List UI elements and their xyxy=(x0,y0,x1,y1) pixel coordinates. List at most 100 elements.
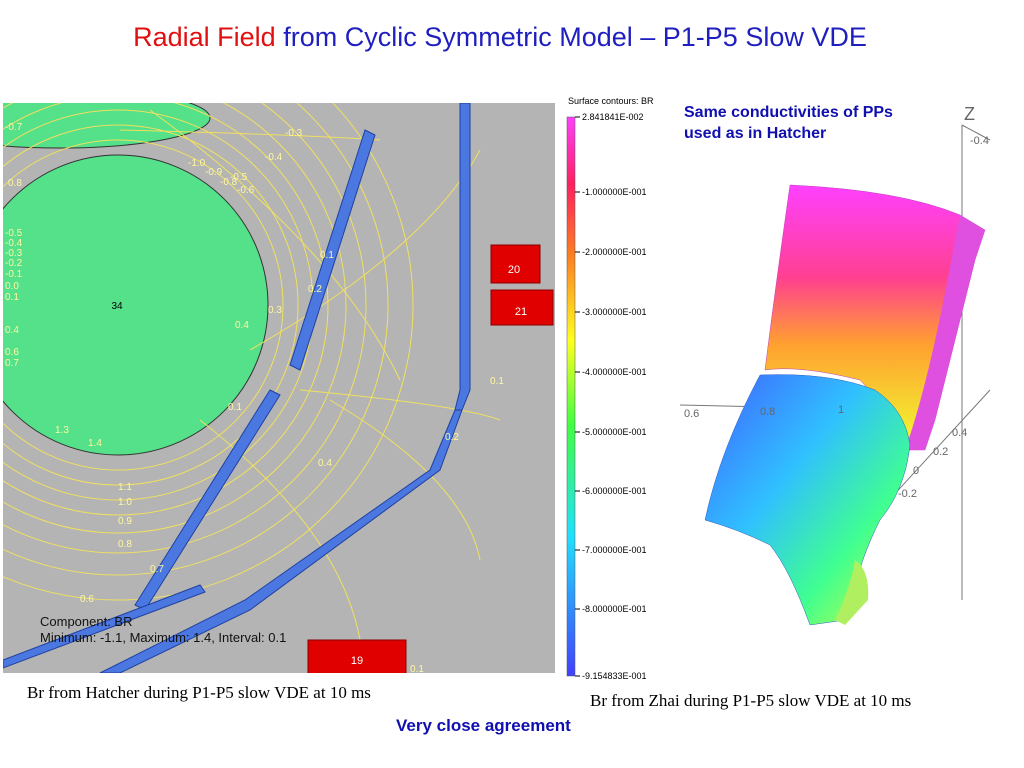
contour xyxy=(3,103,347,534)
contour-label: 0.8 xyxy=(8,178,22,189)
box-label: 21 xyxy=(515,306,527,318)
note: Same conductivities of PPs used as in Ha… xyxy=(684,104,893,142)
axis-label: -0.4 xyxy=(970,135,989,147)
contour-label: -0.6 xyxy=(237,185,255,196)
range: Minimum: -1.1, Maximum: 1.4, Interval: 0… xyxy=(40,630,286,645)
contour-label: 0.6 xyxy=(5,347,19,358)
colorbar-label: -6.000000E-001 xyxy=(582,486,647,496)
colorbar-label: -3.000000E-001 xyxy=(582,307,647,317)
box xyxy=(490,289,554,326)
contour-label: 0.8 xyxy=(118,539,132,550)
title-rest: from Cyclic Symmetric Model – P1-P5 Slow… xyxy=(283,22,867,52)
contour-label: 0.1 xyxy=(228,402,242,413)
contour xyxy=(3,103,414,601)
colorbar-label: -8.000000E-001 xyxy=(582,604,647,614)
contour-label: -0.5 xyxy=(5,228,23,239)
contour-label: 0.2 xyxy=(308,284,322,295)
plate-edge xyxy=(905,215,985,450)
contours xyxy=(3,103,501,641)
lower-plate xyxy=(704,374,911,626)
colorbar-label: 2.841841E-002 xyxy=(582,112,644,122)
contour-label: -0.8 xyxy=(220,177,238,188)
contour-label: -0.2 xyxy=(5,258,23,269)
contour xyxy=(3,103,367,554)
contour-label: 0.4 xyxy=(318,458,332,469)
contour-label: -1.0 xyxy=(188,158,206,169)
colorbar-label: -5.000000E-001 xyxy=(582,427,647,437)
axis-label: Z xyxy=(964,104,975,124)
contour-label: 1.1 xyxy=(118,482,132,493)
conclusion: Very close agreement xyxy=(396,716,571,735)
contour-label: 0.2 xyxy=(445,432,459,443)
contour-label: -0.5 xyxy=(230,172,248,183)
colorbar-title: Surface contours: BR xyxy=(568,96,654,106)
box-label: 20 xyxy=(508,264,520,276)
slide-title: Radial Field from Cyclic Symmetric Model… xyxy=(0,22,1000,53)
component: Component: BR xyxy=(40,614,133,629)
contour-label: 0.4 xyxy=(5,325,19,336)
plate xyxy=(99,409,463,673)
plate-edge xyxy=(835,560,869,625)
contour-label: 0.6 xyxy=(80,594,94,605)
plate xyxy=(3,584,206,669)
contour-label: 1.3 xyxy=(55,425,69,436)
contour-label: 0.1 xyxy=(490,376,504,387)
colorbar xyxy=(566,116,576,677)
region-34 xyxy=(3,154,269,456)
contour xyxy=(299,389,501,421)
axis-labels: Z -0.4 0.6 0.8 1 0.4 0.2 0 -0.2 xyxy=(684,104,989,500)
axis-label: -0.2 xyxy=(898,488,917,500)
contour-label: -0.4 xyxy=(265,152,283,163)
contour-label: 0.7 xyxy=(150,564,164,575)
axis-label: 1 xyxy=(838,404,844,416)
contour-label: 0.1 xyxy=(320,250,334,261)
left-plot: 20 21 19 34 -0.7-0.3-0.4-0.5-1.0-0.9-0.8… xyxy=(3,103,555,675)
colorbar-label: -2.000000E-001 xyxy=(582,247,647,257)
contour-label: 0.7 xyxy=(5,358,19,369)
contour-label: -0.1 xyxy=(5,269,23,280)
contour-label: -0.3 xyxy=(285,128,303,139)
axis-label: 0.4 xyxy=(952,427,967,439)
colorbar-label: -1.000000E-001 xyxy=(582,187,647,197)
box xyxy=(490,244,541,284)
contour xyxy=(3,103,389,576)
contour xyxy=(119,129,381,141)
axis-label: 0.6 xyxy=(684,408,699,420)
contour-label: -0.7 xyxy=(5,122,23,133)
contour xyxy=(3,124,299,486)
axis-label: 0.2 xyxy=(933,446,948,458)
contour-label: -0.9 xyxy=(205,167,223,178)
caption-left: Br from Hatcher during P1-P5 slow VDE at… xyxy=(27,683,371,702)
contour-label: 0.4 xyxy=(235,320,249,331)
plate xyxy=(289,129,376,371)
axis-label: 0 xyxy=(913,465,919,477)
axis-label: 0.8 xyxy=(760,406,775,418)
colorbar-labels: 2.841841E-002 -1.000000E-001 -2.000000E-00… xyxy=(575,112,647,681)
contour-label: 0.1 xyxy=(410,664,424,675)
box-label: 19 xyxy=(351,655,363,667)
contour-label: 1.0 xyxy=(118,497,132,508)
colorbar-label: -9.154833E-001 xyxy=(582,671,647,681)
contour-labels: -0.7-0.3-0.4-0.5-1.0-0.9-0.8-0.60.8-0.5-… xyxy=(5,122,504,675)
contour-label: 0.1 xyxy=(5,292,19,303)
axis xyxy=(961,124,991,141)
caption-right: Br from Zhai during P1-P5 slow VDE at 10… xyxy=(590,691,912,710)
colorbar-label: -7.000000E-001 xyxy=(582,545,647,555)
box xyxy=(307,639,407,673)
contour-label: 0.3 xyxy=(268,305,282,316)
region-label: 34 xyxy=(111,301,123,312)
title-highlight: Radial Field xyxy=(133,22,276,52)
contour xyxy=(3,103,329,516)
right-plot: Z -0.4 0.6 0.8 1 0.4 0.2 0 -0.2 xyxy=(679,104,991,626)
contour-label: -0.4 xyxy=(5,238,23,249)
contour xyxy=(329,399,481,561)
contour xyxy=(3,139,284,471)
contour-label: 0.0 xyxy=(5,281,19,292)
contour xyxy=(149,109,401,381)
contour-label: 0.9 xyxy=(118,516,132,527)
colorbar-label: -4.000000E-001 xyxy=(582,367,647,377)
contour-label: 1.4 xyxy=(88,438,102,449)
contour-label: -0.3 xyxy=(5,248,23,259)
